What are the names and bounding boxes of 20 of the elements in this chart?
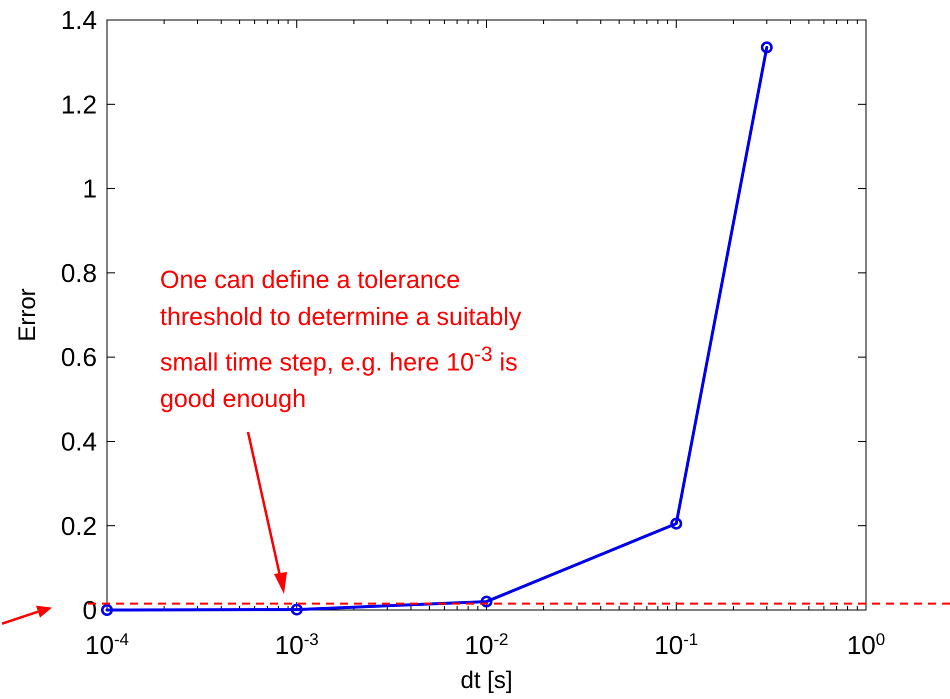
y-tick-label: 1.2 (60, 89, 97, 120)
x-tick-label: 10$^{0}$ (846, 630, 886, 660)
y-tick-label: 0.4 (60, 426, 97, 457)
y-tick-label: 1 (82, 174, 97, 204)
point (101, 604, 113, 616)
x-axis-title: dt [s] (460, 667, 513, 694)
x-tick-label: 10$^{-3}$ (274, 630, 319, 660)
x-tick-label: 10$^{-2}$ (464, 630, 508, 660)
point (670, 518, 682, 530)
text: One can define a tolerance threshold to determine a suitably small time step, e.g. here 10$^{-3}$ is good enough (160, 266, 522, 414)
y-tick-label: 1.4 (60, 5, 97, 36)
point (480, 596, 492, 608)
point (290, 604, 303, 616)
y-tick-label: 0.8 (60, 258, 97, 288)
x-tick-label: 10$^{-4}$ (85, 630, 129, 660)
y-tick-label: 0.6 (60, 342, 97, 372)
y-axis-title: Error (14, 288, 41, 342)
x-tick-label: 10$^{-1}$ (654, 630, 698, 660)
y-tick-label: 0.2 (60, 510, 97, 541)
y-tick-label: 0 (82, 595, 97, 626)
